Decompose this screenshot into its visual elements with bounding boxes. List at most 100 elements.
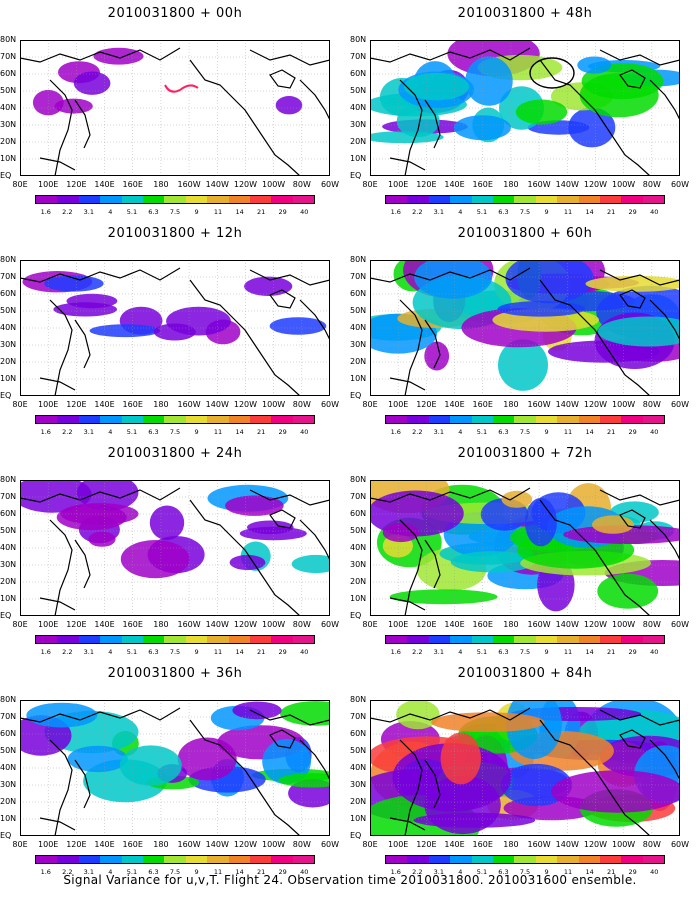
variance-contour [440, 732, 481, 785]
colorbar-swatch [642, 196, 665, 203]
colorbar [35, 415, 315, 424]
colorbar [385, 195, 665, 204]
variance-contour [465, 56, 513, 106]
coastline [49, 519, 73, 616]
colorbar-swatch [514, 196, 536, 203]
coastline [424, 99, 441, 149]
colorbar-level-label: 5.1 [476, 208, 488, 216]
map-frame [370, 480, 680, 616]
longitude-label: 100E [388, 400, 409, 409]
colorbar-level-label: 2.2 [412, 648, 423, 656]
longitude-label: 100W [262, 840, 286, 849]
colorbar-level-label: 11 [563, 208, 573, 216]
longitude-label: 80E [362, 840, 378, 849]
colorbar-swatch [471, 196, 493, 203]
coastline [74, 319, 91, 369]
latitude-label: EQ [0, 171, 12, 180]
longitude-label: 140E [444, 180, 465, 189]
colorbar-level-label: 14 [235, 648, 244, 656]
longitude-label: 60W [320, 180, 340, 189]
coastline [20, 47, 181, 63]
colorbar-level-label: 21 [257, 648, 266, 656]
colorbar-level-label: 21 [607, 648, 616, 656]
latitude-label: 70N [0, 712, 17, 721]
longitude-label: 140E [94, 180, 115, 189]
colorbar-level-label: 21 [607, 868, 616, 876]
variance-contour [93, 47, 144, 65]
variance-contour [269, 317, 327, 335]
variance-contour [119, 745, 182, 786]
flight-track [164, 84, 199, 93]
map-panel: 2010031800 + 24h 80N 70N 60N 50N 40N 30N 20N 10N… [0, 440, 350, 662]
panel-title: 2010031800 + 60h [457, 226, 593, 241]
longitude-label: 160E [472, 620, 493, 629]
coastline [299, 299, 330, 341]
longitude-label: 120E [416, 180, 437, 189]
colorbar-level-label: 5.1 [476, 648, 488, 656]
colorbar-level-label: 7.5 [169, 208, 181, 216]
latitude-label: 70N [350, 492, 367, 501]
longitude-label: 120E [416, 400, 437, 409]
coastline [539, 719, 651, 836]
coastline [599, 489, 680, 506]
colorbar-level-label: 9 [194, 648, 199, 656]
longitude-label: 160W [527, 620, 551, 629]
colorbar-swatch [142, 636, 165, 643]
latitude-label: 30N [350, 560, 367, 569]
colorbar-level-label: 11 [563, 648, 573, 656]
variance-contour [73, 71, 111, 95]
colorbar-level-label: 14 [585, 428, 594, 436]
longitude-label: 60W [670, 620, 690, 629]
latitude-label: 80N [350, 255, 367, 264]
panel-title: 2010031800 + 36h [107, 666, 243, 681]
variance-contour [60, 503, 139, 525]
variance-contour [275, 96, 303, 115]
variance-contour [120, 540, 190, 579]
colorbar-level-label: 7.5 [169, 648, 181, 656]
colorbar-swatch [386, 636, 408, 643]
colorbar-level-label: 9 [544, 428, 549, 436]
map-panel: 2010031800 + 84h 80N 70N 60N 50N 40N 30N 20N 10N… [350, 660, 700, 882]
colorbar-level-label: 3.1 [433, 208, 445, 216]
latitude-label: 80N [0, 255, 17, 264]
colorbar-swatch [578, 856, 600, 863]
coastline [424, 759, 441, 809]
longitude-label: 180 [503, 180, 519, 189]
colorbar-swatch [599, 856, 622, 863]
variance-contour [278, 773, 330, 788]
variance-contour [403, 72, 470, 101]
latitude-label: 70N [350, 272, 367, 281]
variance-contour [153, 323, 196, 341]
colorbar-level-label: 4 [458, 428, 463, 436]
longitude-label: 100E [38, 400, 59, 409]
panel-title: 2010031800 + 24h [107, 446, 243, 461]
colorbar-swatch [642, 416, 665, 423]
variance-contour [568, 107, 616, 148]
panel-title: 2010031800 + 72h [457, 446, 593, 461]
variance-map [370, 700, 680, 836]
colorbar-level-label: 7.5 [519, 648, 531, 656]
colorbar-swatch [386, 856, 408, 863]
longitude-label: 160W [177, 400, 201, 409]
variance-contour [225, 495, 284, 516]
latitude-label: 40N [350, 323, 367, 332]
variance-contour [149, 505, 185, 541]
colorbar-level-label: 14 [235, 428, 244, 436]
longitude-label: 160E [472, 180, 493, 189]
colorbar-swatch [535, 416, 558, 423]
target-region-ellipse [529, 57, 575, 89]
colorbar-swatch [249, 196, 272, 203]
colorbar-level-label: 11 [563, 428, 573, 436]
colorbar-swatch [249, 416, 272, 423]
colorbar-swatch [428, 416, 451, 423]
latitude-label: 20N [0, 357, 17, 366]
colorbar-level-label: 2.2 [412, 428, 423, 436]
colorbar-swatch [164, 416, 186, 423]
colorbar-swatch [557, 416, 579, 423]
latitude-label: 30N [0, 340, 17, 349]
longitude-label: 80W [642, 400, 661, 409]
colorbar-level-label: 7.5 [519, 428, 531, 436]
coastline [189, 499, 301, 616]
variance-contour [515, 99, 568, 125]
coastline [269, 289, 296, 309]
